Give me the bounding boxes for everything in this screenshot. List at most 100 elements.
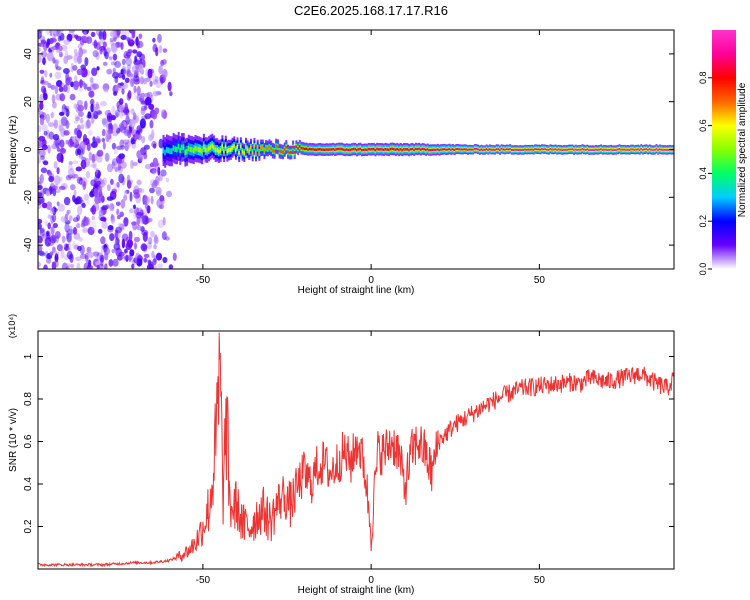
heatmap-cell [416, 148, 419, 151]
heatmap-cell [229, 147, 232, 152]
heatmap-cell [77, 205, 83, 216]
heatmap-cell [593, 149, 596, 151]
heatmap-cell [122, 139, 130, 145]
heatmap-cell [96, 149, 104, 157]
heatmap-cell [192, 148, 195, 154]
snr-x-tick-label: 0 [368, 575, 374, 586]
heatmap-cell [111, 161, 116, 170]
heatmap-cell [143, 144, 150, 150]
heatmap-cell [38, 47, 41, 53]
heatmap-cell [164, 236, 170, 241]
heatmap-cell [120, 42, 124, 50]
heatmap-cell [335, 148, 338, 151]
heatmap-cell [216, 147, 219, 153]
heatmap-cell [131, 263, 135, 269]
snr-y-tick-label: 0.8 [23, 392, 34, 406]
heatmap-cell [112, 258, 119, 267]
heatmap-cell [49, 240, 55, 245]
heatmap-cell [371, 148, 374, 151]
heatmap-cell [120, 107, 126, 117]
heatmap-cell [556, 149, 559, 151]
heatmap-cell [379, 148, 382, 151]
heatmap-cell [130, 30, 136, 36]
heatmap-cell [246, 147, 249, 151]
heatmap-cell [125, 57, 133, 67]
heatmap-cell [445, 148, 448, 151]
heatmap-cell [40, 75, 45, 84]
heatmap-cell [45, 113, 51, 124]
heatmap-cell [135, 64, 139, 70]
heatmap-cell [472, 148, 475, 151]
heatmap-cell [83, 193, 90, 201]
heatmap-cell [143, 92, 151, 98]
heatmap-cell [90, 163, 97, 168]
heatmap-cell [118, 153, 125, 160]
heatmap-cell [388, 148, 390, 152]
heatmap-cell [295, 145, 298, 149]
heatmap-cell [54, 71, 62, 80]
heatmap-y-ticks: -40 -20 0 20 40 [23, 48, 674, 252]
heatmap-cell [381, 148, 384, 151]
colorbar-label: Normalized spectral amplitude [737, 82, 748, 217]
heatmap-cell [82, 227, 89, 233]
heatmap-cell [98, 31, 105, 40]
heatmap-cell [133, 70, 137, 77]
heatmap-cell [38, 148, 46, 158]
heatmap-cell [52, 30, 59, 37]
heatmap-cell [57, 30, 64, 34]
heatmap-cell [169, 148, 172, 155]
heatmap-cell [313, 148, 316, 151]
heatmap-cell [92, 202, 100, 212]
heatmap-cell [574, 148, 577, 151]
heatmap-cell [330, 148, 333, 151]
heatmap-cell [80, 67, 88, 78]
heatmap-cell [184, 149, 187, 156]
heatmap-cell [194, 145, 197, 152]
heatmap-cell [80, 159, 87, 170]
heatmap-cell [468, 148, 471, 151]
heatmap-cell [95, 101, 99, 110]
heatmap-cell [282, 150, 284, 154]
heatmap-cell [39, 30, 43, 33]
heatmap-cell [340, 147, 343, 151]
heatmap-cell [322, 148, 325, 151]
heatmap-cell [482, 149, 485, 152]
heatmap-cell [63, 130, 70, 136]
heatmap-cell [573, 149, 575, 152]
heatmap-cell [63, 196, 71, 206]
snr-frame [37, 330, 675, 570]
heatmap-cell [457, 148, 459, 150]
heatmap-cell [435, 148, 438, 151]
heatmap-cell [98, 263, 104, 269]
heatmap-cell [70, 81, 74, 88]
heatmap-cell [54, 84, 59, 95]
heatmap-cell [102, 30, 107, 41]
heatmap-cell [52, 101, 57, 109]
heatmap-cell [537, 148, 540, 151]
heatmap-cell [80, 64, 86, 71]
heatmap-cell [72, 143, 78, 148]
heatmap-cell [238, 151, 241, 155]
colorbar-tick-label: 0.8 [698, 72, 708, 85]
heatmap-cell [50, 226, 55, 235]
heatmap-cell [167, 147, 170, 154]
heatmap-cell [633, 149, 636, 151]
heatmap-cell [70, 62, 74, 73]
heatmap-cell [534, 148, 537, 150]
heatmap-cell [515, 148, 518, 151]
heatmap-cell [320, 148, 323, 151]
heatmap-cell [94, 252, 98, 259]
heatmap-cell [110, 214, 116, 224]
heatmap-cell [206, 147, 209, 153]
heatmap-cell [352, 147, 355, 151]
heatmap-cell [93, 110, 99, 119]
heatmap-cell [108, 259, 114, 267]
heatmap-cell [290, 151, 293, 154]
heatmap-cell [490, 148, 493, 151]
heatmap-cell [191, 147, 194, 153]
heatmap-cell [106, 123, 111, 129]
heatmap-cell [54, 64, 59, 70]
heatmap-cell [69, 264, 75, 268]
heatmap-x-tick-label: 0 [368, 275, 374, 286]
heatmap-cell [124, 248, 128, 254]
